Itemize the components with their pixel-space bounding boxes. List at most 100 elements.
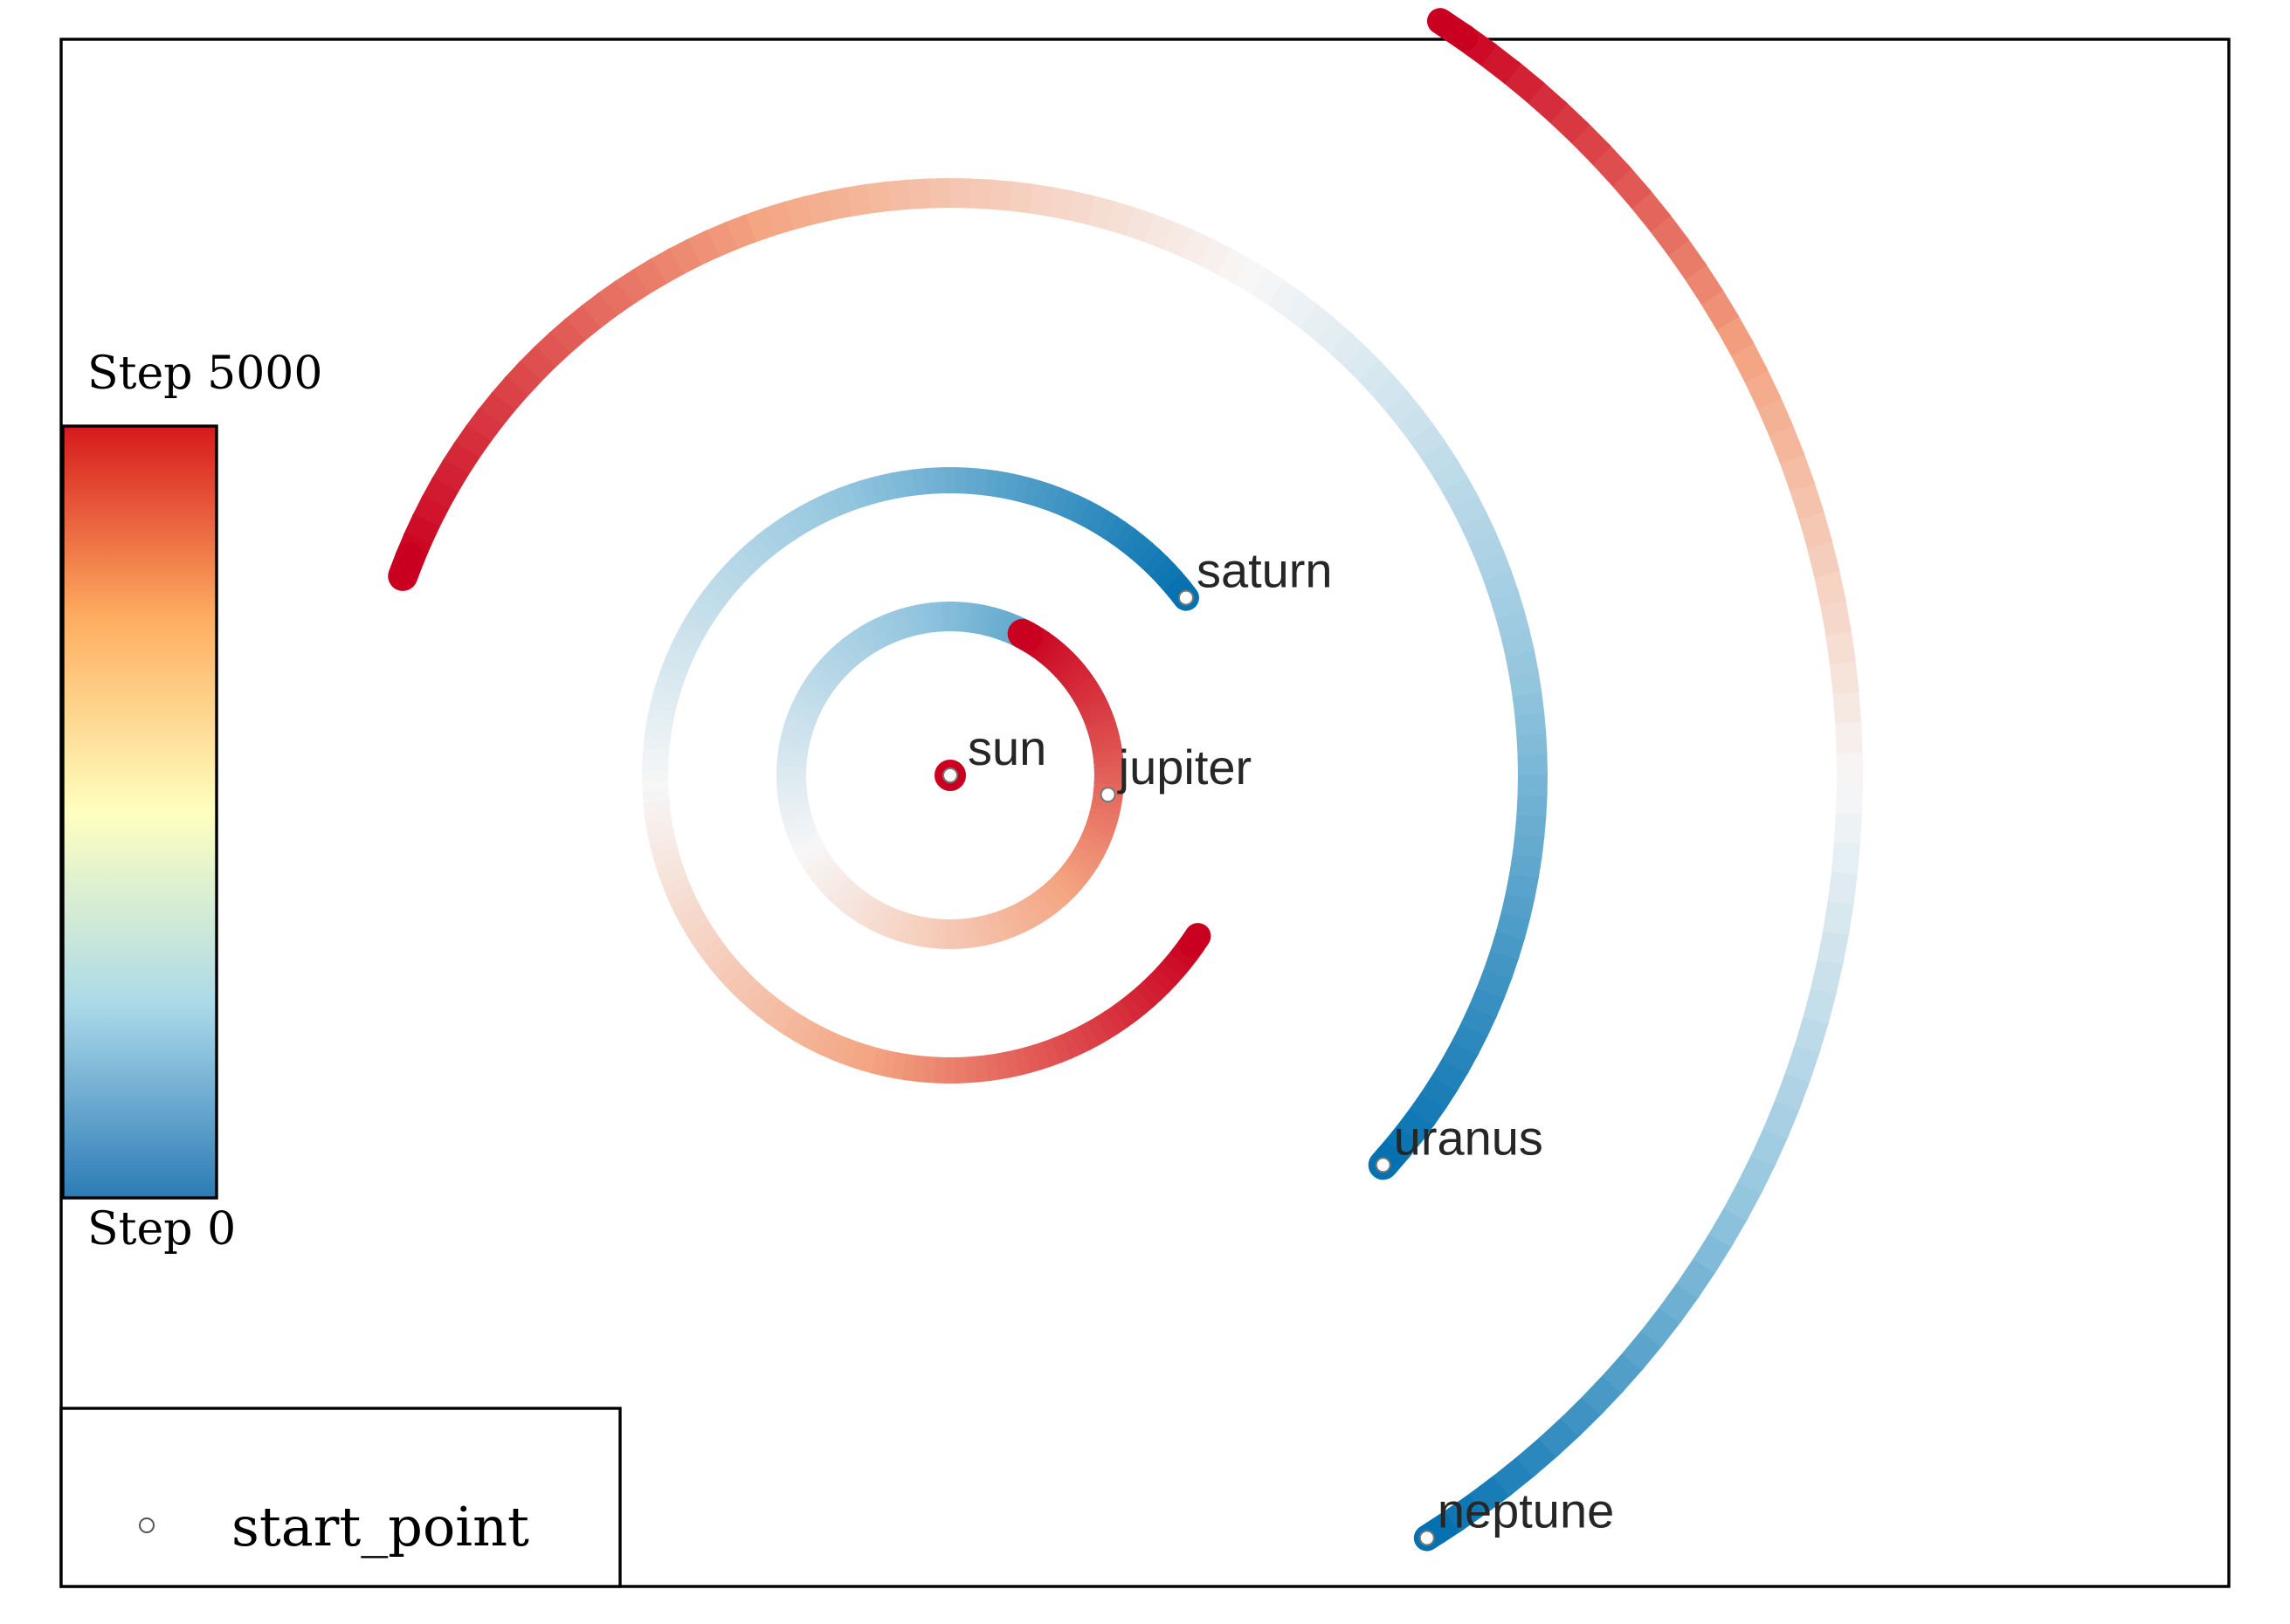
neptune-trajectory-segment (1647, 212, 1690, 256)
neptune-trajectory-segment (1836, 778, 1863, 814)
uranus-trajectory-segment (783, 196, 814, 231)
saturn-trajectory-segment (645, 716, 673, 733)
jupiter-trajectory-segment (1058, 660, 1086, 685)
jupiter-trajectory-segment (1054, 656, 1081, 682)
saturn-trajectory-segment (703, 581, 732, 608)
jupiter-trajectory-segment (904, 606, 919, 637)
uranus-trajectory-segment (1196, 237, 1231, 275)
saturn-trajectory-segment (799, 500, 823, 530)
saturn-trajectory-segment (1126, 534, 1153, 563)
neptune-trajectory-segment (1665, 236, 1707, 280)
uranus-trajectory-segment (1482, 568, 1519, 601)
saturn-trajectory-segment (1178, 923, 1211, 958)
saturn-trajectory-segment (1162, 951, 1191, 978)
jupiter-trajectory-segment (797, 685, 827, 707)
uranus-trajectory-segment (803, 191, 833, 226)
jupiter-start-point (1100, 787, 1116, 803)
jupiter-trajectory-segment (905, 914, 920, 946)
neptune-trajectory-segment (1834, 808, 1863, 844)
neptune-trajectory-segment (1723, 1178, 1763, 1221)
jupiter-trajectory-segment (991, 609, 1007, 640)
jupiter-trajectory-segment (1059, 864, 1086, 890)
colorbar-top-label: Step 5000 (87, 348, 322, 400)
jupiter-trajectory-segment (1082, 826, 1114, 843)
uranus-trajectory-segment (1467, 529, 1505, 563)
jupiter-trajectory-segment (882, 907, 900, 939)
uranus-trajectory-segment (1440, 474, 1478, 510)
uranus-trajectory-segment (1006, 181, 1033, 214)
jupiter-trajectory-segment (1075, 690, 1106, 711)
saturn-trajectory-segment (655, 857, 685, 877)
uranus-trajectory-segment (478, 391, 516, 429)
neptune-trajectory-segment (1693, 1229, 1734, 1274)
uranus-trajectory-segment (421, 477, 459, 513)
neptune-trajectory-segment (1829, 657, 1859, 695)
neptune-start-point (1418, 1530, 1435, 1546)
saturn-trajectory-segment (763, 523, 789, 552)
jupiter-trajectory-segment (916, 603, 928, 635)
uranus-trajectory-segment (1516, 731, 1548, 756)
uranus-trajectory-segment (1407, 422, 1445, 458)
jupiter-trajectory-segment (1051, 651, 1078, 678)
sun-start-point (942, 767, 958, 783)
jupiter-trajectory-segment (1070, 680, 1100, 702)
jupiter-trajectory-segment (871, 903, 891, 933)
jupiter-trajectory-segment (1006, 905, 1024, 936)
jupiter-trajectory-segment (871, 617, 890, 648)
legend: start_point (59, 1407, 622, 1588)
jupiter-trajectory-segment (962, 918, 972, 949)
jupiter-trajectory-segment (776, 754, 808, 764)
jupiter-trajectory-segment (922, 602, 934, 634)
uranus-trajectory-segment (533, 331, 571, 370)
uranus-trajectory (388, 178, 1548, 1180)
legend-marker-start-point (139, 1517, 155, 1533)
saturn-trajectory-segment (642, 780, 669, 794)
uranus-trajectory-segment (1517, 751, 1548, 776)
neptune-trajectory-segment (1805, 537, 1840, 578)
saturn-trajectory-segment (692, 928, 721, 953)
jupiter-trajectory-segment (866, 901, 886, 931)
saturn-trajectory-segment (661, 655, 691, 677)
saturn-trajectory-segment (1110, 521, 1136, 551)
jupiter-trajectory-segment (822, 652, 849, 678)
saturn-trajectory-segment (666, 645, 695, 667)
jupiter-trajectory-segment (804, 676, 833, 698)
saturn-trajectory-segment (685, 607, 714, 632)
saturn-trajectory-segment (790, 506, 814, 535)
jupiter-trajectory-segment (807, 671, 836, 694)
jupiter-trajectory-segment (795, 691, 824, 712)
jupiter-trajectory-segment (987, 912, 1002, 944)
saturn-trajectory-segment (679, 616, 709, 641)
jupiter-trajectory-segment (1061, 665, 1089, 689)
saturn-trajectory-segment (1021, 477, 1040, 506)
saturn-trajectory-segment (686, 920, 715, 945)
neptune-trajectory-segment (1831, 837, 1861, 875)
saturn-trajectory-segment (696, 589, 726, 616)
jupiter-trajectory-segment (1047, 647, 1073, 674)
saturn-trajectory-segment (932, 467, 946, 494)
saturn-trajectory-segment (1069, 1025, 1092, 1055)
uranus-trajectory-segment (986, 179, 1013, 211)
saturn-trajectory-segment (1156, 959, 1184, 986)
uranus-trajectory-segment (704, 221, 738, 258)
uranus-trajectory-segment (966, 178, 992, 210)
uranus-trajectory-segment (762, 201, 795, 237)
jupiter-trajectory-segment (1093, 754, 1124, 763)
neptune-trajectory-segment (1568, 121, 1611, 165)
uranus-trajectory-segment (1500, 890, 1535, 920)
jupiter-trajectory-segment (792, 696, 823, 716)
jupiter-trajectory-segment (781, 807, 811, 822)
neptune-trajectory-segment (1478, 42, 1521, 85)
jupiter-trajectory-segment (776, 782, 807, 792)
uranus-trajectory-segment (1420, 1073, 1459, 1110)
jupiter-trajectory-segment (836, 884, 861, 912)
saturn-trajectory-segment (756, 994, 783, 1022)
neptune-trajectory-segment (1811, 954, 1845, 995)
saturn-trajectory-segment (913, 1055, 928, 1083)
saturn-trajectory-segment (1040, 483, 1061, 513)
uranus-trajectory-segment (518, 346, 556, 384)
uranus-trajectory-segment (465, 408, 504, 444)
jupiter-trajectory-segment (845, 633, 868, 661)
saturn-trajectory-segment (1128, 987, 1154, 1015)
jupiter-trajectory-segment (887, 610, 904, 642)
